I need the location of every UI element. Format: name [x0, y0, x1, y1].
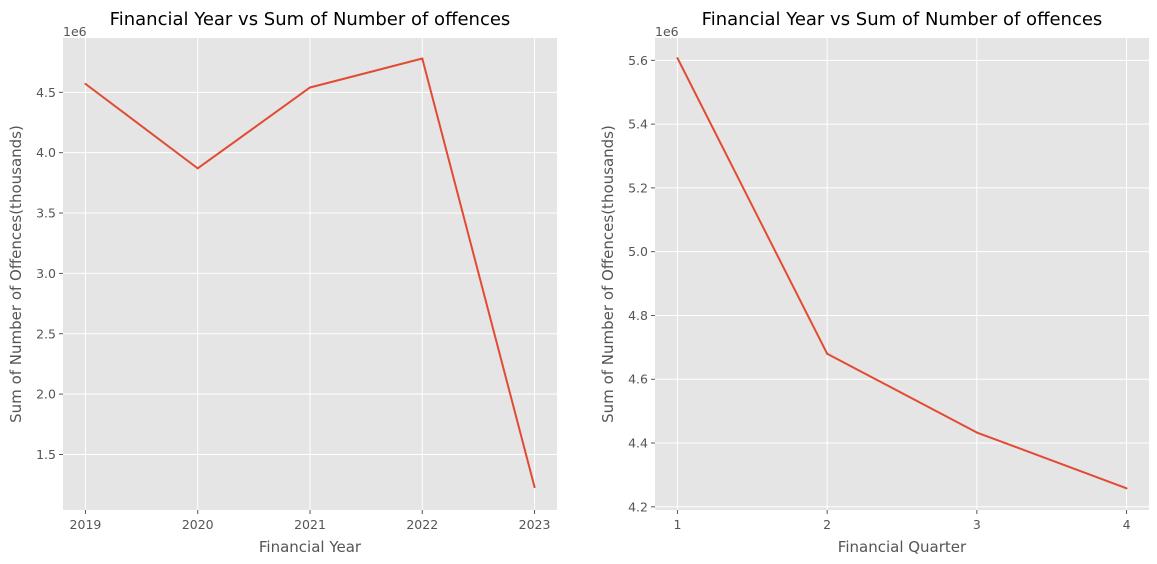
plot-area	[655, 38, 1149, 510]
x-tick-label: 3	[973, 517, 981, 532]
x-axis-ticks: 2019 2020 2021 2022 2023	[70, 510, 551, 532]
y-tick-label: 2.0	[36, 387, 56, 402]
x-tick-label: 2021	[294, 517, 326, 532]
y-tick-label: 4.4	[628, 436, 648, 451]
y-tick-label: 5.2	[628, 180, 648, 195]
y-tick-label: 5.4	[628, 117, 648, 132]
y-tick-label: 4.6	[628, 372, 648, 387]
x-tick-label: 2020	[182, 517, 214, 532]
data-point	[533, 486, 536, 489]
y-axis-label: Sum of Number of Offences(thousands)	[7, 125, 25, 423]
y-axis-ticks: 4.2 4.4 4.6 4.8 5.0 5.2 5.4 5.6	[628, 53, 655, 514]
y-offset-text: 1e6	[655, 24, 679, 39]
data-point	[84, 82, 87, 85]
gridlines	[63, 38, 557, 510]
data-point	[1125, 487, 1128, 490]
x-axis-label: Financial Year	[259, 538, 362, 556]
y-tick-label: 5.6	[628, 53, 648, 68]
chart-panel-2: 1 2 3 4 4.2 4.4 4.6 4.8 5.0 5.2 5.4 5.6 1e6 Financial…	[599, 9, 1149, 556]
data-point	[676, 57, 679, 60]
x-tick-label: 2	[823, 517, 831, 532]
y-offset-text: 1e6	[63, 24, 87, 39]
y-axis-label: Sum of Number of Offences(thousands)	[599, 125, 617, 423]
x-axis-ticks: 1 2 3 4	[673, 510, 1131, 532]
x-tick-label: 2019	[70, 517, 102, 532]
chart-title: Financial Year vs Sum of Number of offen…	[702, 9, 1103, 30]
data-point	[196, 167, 199, 170]
y-tick-label: 4.0	[36, 145, 56, 160]
y-axis-ticks: 1.5 2.0 2.5 3.0 3.5 4.0 4.5	[36, 85, 63, 462]
x-tick-label: 2023	[519, 517, 551, 532]
y-tick-label: 4.2	[628, 499, 648, 514]
y-tick-label: 5.0	[628, 244, 648, 259]
x-axis-label: Financial Quarter	[838, 538, 967, 556]
data-point	[975, 431, 978, 434]
x-tick-label: 2022	[406, 517, 438, 532]
y-tick-label: 4.8	[628, 308, 648, 323]
y-tick-label: 4.5	[36, 85, 56, 100]
y-tick-label: 2.5	[36, 326, 56, 341]
y-tick-label: 1.5	[36, 447, 56, 462]
chart-panel-1: 2019 2020 2021 2022 2023 1.5 2.0 2.5 3.0 3.5 4.0 4.…	[7, 9, 557, 556]
chart-title: Financial Year vs Sum of Number of offen…	[110, 9, 511, 30]
series-line	[676, 57, 1127, 490]
y-tick-label: 3.5	[36, 206, 56, 221]
gridlines	[655, 38, 1149, 510]
y-tick-label: 3.0	[36, 266, 56, 281]
data-point	[826, 352, 829, 355]
data-point	[309, 86, 311, 89]
x-tick-label: 4	[1123, 517, 1131, 532]
x-tick-label: 1	[673, 517, 681, 532]
data-point	[421, 57, 424, 60]
